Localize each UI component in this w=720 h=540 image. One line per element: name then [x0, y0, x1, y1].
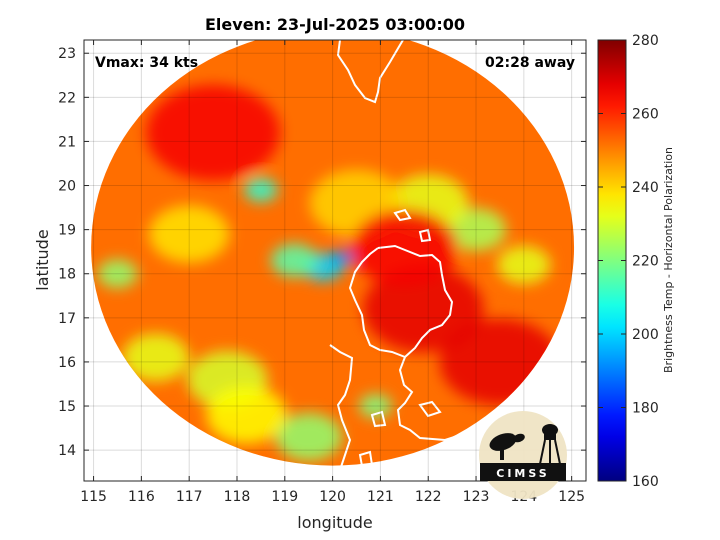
convective-feature: [363, 265, 484, 353]
axes-box: [83, 39, 587, 482]
island-e: [358, 450, 374, 468]
coastline: [92, 40, 487, 481]
y-tick-label: 20: [58, 179, 76, 195]
y-tick-label: 23: [58, 46, 76, 62]
colorbar-tick-label: 260: [632, 107, 659, 123]
y-tick-label: 19: [58, 223, 76, 239]
y-tick-label: 15: [58, 399, 76, 415]
colorbar-tick-label: 220: [632, 254, 659, 270]
colorbar-tick-label: 180: [632, 401, 659, 417]
y-tick-label: 21: [58, 134, 76, 150]
vmax-annotation: Vmax: 34 kts: [95, 55, 198, 71]
colorbar-ticks: 160 180 200 220 240 260 280: [598, 33, 659, 490]
island-g: [165, 40, 182, 50]
y-tick-label: 16: [58, 355, 76, 371]
cimss-logo-disc: [479, 411, 567, 499]
luzon-coast: [348, 244, 487, 481]
convective-feature: [358, 394, 393, 418]
cimss-logo-text: CIMSS: [496, 467, 549, 480]
convective-feature: [122, 333, 190, 382]
convective-feature: [146, 84, 281, 181]
convective-feature: [206, 386, 287, 444]
cimss-logo: CIMSS: [479, 411, 567, 499]
x-tick-label: 120: [319, 489, 346, 505]
taiwan-coast: [336, 40, 404, 104]
convective-feature: [270, 243, 318, 278]
colorbar-tick-label: 280: [632, 33, 659, 49]
chart-title: Eleven: 23-Jul-2025 03:00:00: [205, 15, 465, 34]
y-tick-label: 17: [58, 311, 76, 327]
time-away-annotation: 02:28 away: [485, 55, 575, 71]
x-tick-label: 125: [558, 489, 585, 505]
x-tick-label: 123: [463, 489, 490, 505]
x-tick-label: 122: [415, 489, 442, 505]
satellite-dish-icon: [489, 433, 525, 460]
convective-feature: [149, 205, 230, 263]
swath-heatmap: [91, 40, 575, 466]
island-a: [393, 208, 412, 222]
island-d: [370, 410, 387, 428]
convective-feature: [275, 412, 343, 461]
convective-feature: [497, 245, 551, 285]
convective-feature: [244, 177, 278, 202]
x-tick-label: 117: [176, 489, 203, 505]
x-axis: 115116117118119120121122123124125: [80, 40, 585, 505]
y-axis: 14 15 16 17 18 19 20 21 22 23: [58, 46, 586, 459]
x-tick-label: 115: [80, 489, 107, 505]
x-tick-label: 119: [271, 489, 298, 505]
x-tick-label: 118: [224, 489, 251, 505]
convective-feature: [350, 209, 458, 286]
y-axis-label: latitude: [33, 229, 52, 290]
water-tower-icon: [539, 424, 561, 465]
y-tick-label: 14: [58, 443, 76, 459]
x-tick-label: 116: [128, 489, 155, 505]
y-tick-label: 18: [58, 267, 76, 283]
y-tick-label: 22: [58, 90, 76, 106]
island-c: [418, 400, 442, 418]
convective-feature: [97, 259, 138, 289]
x-axis-label: longitude: [297, 513, 372, 532]
cimss-logo-banner: [480, 463, 566, 481]
colorbar-label: Brightness Temp - Horizontal Polarizatio…: [662, 147, 675, 373]
colorbar-tick-label: 240: [632, 180, 659, 196]
mindoro-coast: [329, 344, 354, 481]
colorbar-tick-label: 200: [632, 327, 659, 343]
island-b: [418, 228, 432, 243]
x-tick-label: 121: [367, 489, 394, 505]
island-f: [92, 56, 113, 71]
colorbar-tick-label: 160: [632, 474, 659, 490]
